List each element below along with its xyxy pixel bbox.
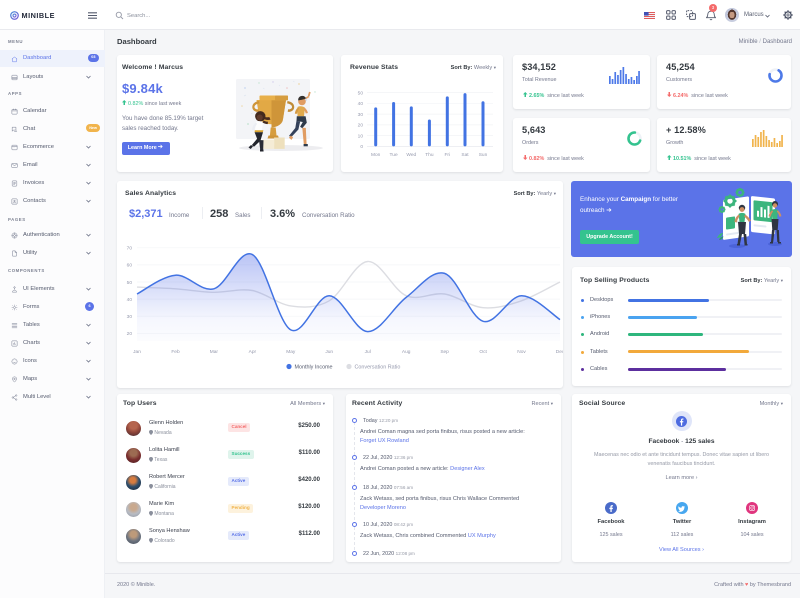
svg-text:Oct: Oct	[479, 349, 487, 355]
svg-text:Sun: Sun	[479, 152, 488, 158]
svg-text:Dec: Dec	[556, 349, 563, 355]
svg-text:Apr: Apr	[249, 349, 257, 355]
svg-text:Jun: Jun	[325, 349, 333, 355]
svg-text:Jul: Jul	[365, 349, 371, 355]
svg-text:Mar: Mar	[210, 349, 219, 355]
svg-text:Mon: Mon	[371, 152, 381, 158]
svg-text:Tue: Tue	[390, 152, 398, 158]
svg-text:40: 40	[358, 101, 364, 107]
svg-text:10: 10	[358, 133, 364, 139]
svg-text:Wed: Wed	[406, 152, 416, 158]
svg-text:20: 20	[127, 331, 133, 337]
svg-text:Monthly Income: Monthly Income	[295, 365, 333, 371]
svg-text:70: 70	[127, 246, 133, 252]
svg-text:Jan: Jan	[133, 349, 141, 355]
svg-text:Aug: Aug	[402, 349, 411, 355]
svg-text:Sat: Sat	[461, 152, 469, 158]
svg-text:Thu: Thu	[425, 152, 434, 158]
svg-text:Fri: Fri	[445, 152, 451, 158]
svg-text:Nov: Nov	[517, 349, 526, 355]
svg-text:Feb: Feb	[171, 349, 180, 355]
svg-text:30: 30	[358, 112, 364, 118]
svg-text:May: May	[286, 349, 296, 355]
svg-text:0: 0	[360, 144, 363, 150]
svg-text:30: 30	[127, 314, 133, 320]
svg-text:40: 40	[127, 297, 133, 303]
svg-text:50: 50	[127, 280, 133, 286]
svg-text:Sep: Sep	[440, 349, 449, 355]
svg-text:Conversation Ratio: Conversation Ratio	[355, 365, 401, 371]
svg-text:60: 60	[127, 263, 133, 269]
svg-text:20: 20	[358, 123, 364, 129]
svg-text:50: 50	[358, 90, 364, 96]
